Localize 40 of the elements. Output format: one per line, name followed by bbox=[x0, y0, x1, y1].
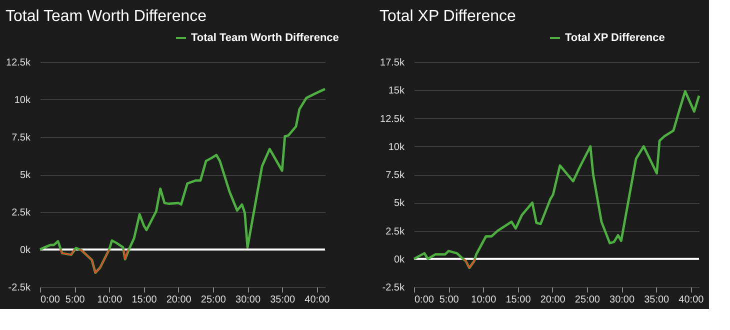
x-tick-label: 10:00 bbox=[97, 294, 123, 306]
y-tick-label: 2.5k bbox=[12, 208, 32, 218]
y-tick-label: 7.5k bbox=[386, 170, 406, 181]
x-tick-label: 5:00 bbox=[439, 294, 460, 306]
y-tick-label: 2.5k bbox=[386, 226, 406, 238]
chart-title: Total XP Difference bbox=[380, 8, 516, 25]
y-tick-label: 7.5k bbox=[12, 132, 32, 144]
y-tick-label: 15k bbox=[388, 86, 406, 97]
x-tick-label: 40:00 bbox=[678, 294, 704, 306]
y-tick-label: 17.5k bbox=[380, 58, 406, 68]
y-tick-label: 0k bbox=[394, 254, 406, 266]
y-tick-label: 0k bbox=[20, 245, 32, 256]
legend-label: Total Team Worth Difference bbox=[191, 32, 339, 44]
x-tick-label: 25:00 bbox=[574, 294, 600, 306]
y-tick-label: 10k bbox=[14, 95, 32, 106]
x-tick-label: 30:00 bbox=[610, 294, 635, 306]
line-series bbox=[412, 90, 700, 270]
x-tick-label: 25:00 bbox=[200, 294, 226, 306]
y-tick-label: 12.5k bbox=[6, 58, 32, 68]
x-tick-label: 20:00 bbox=[540, 294, 566, 306]
x-tick-label: 35:00 bbox=[270, 294, 296, 306]
y-tick-label: 5k bbox=[394, 198, 406, 210]
x-tick-label: 0:00 bbox=[414, 294, 434, 306]
y-tick-label: 5k bbox=[20, 170, 32, 181]
x-tick-label: 30:00 bbox=[236, 294, 261, 306]
y-tick-label: -2.5k bbox=[382, 282, 406, 294]
x-tick-label: 40:00 bbox=[304, 294, 330, 306]
legend-label: Total XP Difference bbox=[565, 32, 665, 44]
x-tick-label: 10:00 bbox=[471, 294, 497, 306]
x-tick-label: 20:00 bbox=[166, 294, 192, 306]
x-tick-label: 0:00 bbox=[40, 294, 60, 306]
x-tick-label: 15:00 bbox=[506, 294, 532, 306]
chart-title: Total Team Worth Difference bbox=[6, 8, 207, 25]
x-tick-label: 5:00 bbox=[65, 294, 86, 306]
x-tick-label: 35:00 bbox=[644, 294, 670, 306]
y-tick-label: 10k bbox=[388, 142, 406, 153]
y-tick-label: 12.5k bbox=[380, 114, 406, 125]
x-tick-label: 15:00 bbox=[132, 294, 158, 306]
y-tick-label: -2.5k bbox=[8, 282, 32, 294]
line-series bbox=[38, 88, 326, 274]
